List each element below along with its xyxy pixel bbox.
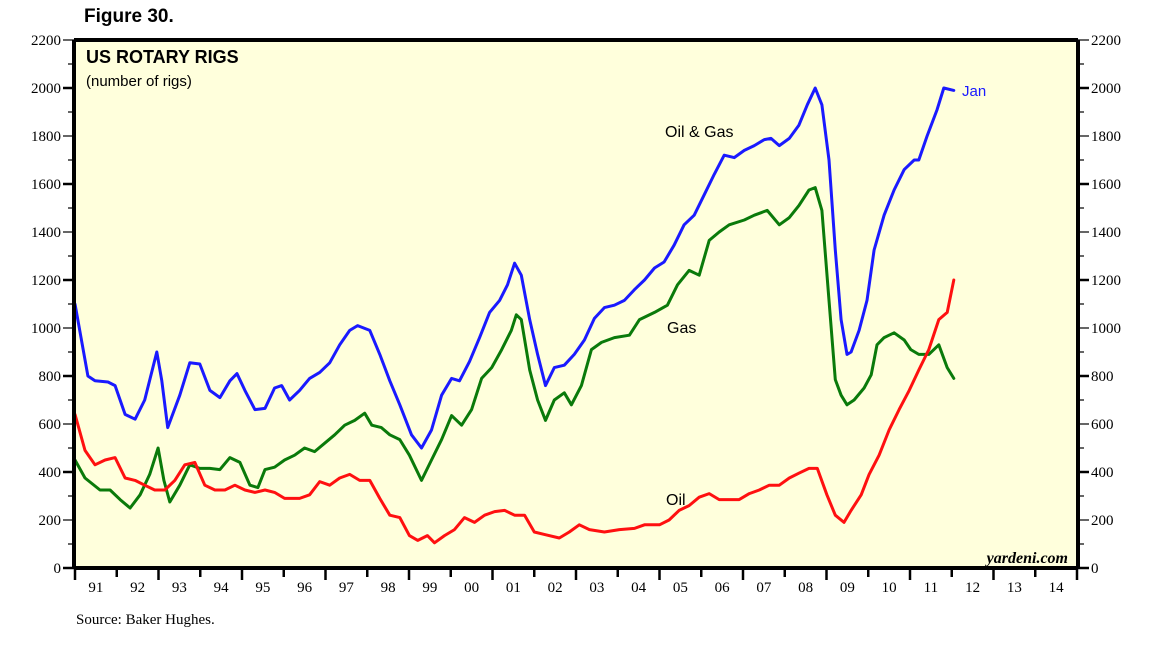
y-tick-label-right: 1800 [1091,129,1121,145]
y-tick-label-right: 1600 [1091,177,1121,193]
plot-frame [72,38,1080,570]
y-tick-label-right: 200 [1091,513,1114,529]
series-label-gas: Gas [667,320,696,337]
x-tick-label: 10 [882,580,897,596]
chart-subtitle: (number of rigs) [86,73,192,90]
series-line-oil-gas [73,86,956,450]
x-tick-label: 03 [589,580,604,596]
y-tick-label-left: 200 [39,513,62,529]
x-tick-label: 12 [965,580,980,596]
y-tick-label-right: 800 [1091,369,1114,385]
y-tick-label-left: 1000 [31,321,61,337]
y-tick-label-left: 1400 [31,225,61,241]
x-tick-label: 92 [130,580,145,596]
y-tick-label-right: 400 [1091,465,1114,481]
x-tick-label: 07 [756,580,772,596]
series-label-oil-gas: Oil & Gas [665,124,733,141]
plot-background [75,40,1077,568]
x-tick-label: 01 [506,580,521,596]
y-tick-label-right: 0 [1091,561,1099,577]
y-tick-label-right: 1000 [1091,321,1121,337]
y-tick-label-left: 2200 [31,33,61,49]
watermark-yardeni: yardeni.com [985,550,1068,567]
x-tick-label: 95 [255,580,270,596]
y-tick-label-left: 600 [39,417,62,433]
chart-title: US ROTARY RIGS [86,47,239,67]
y-tick-label-left: 2000 [31,81,61,97]
y-tick-label-left: 0 [54,561,62,577]
series-line-gas [73,186,956,510]
y-tick-label-right: 2000 [1091,81,1121,97]
x-tick-label: 11 [924,580,938,596]
x-tick-label: 02 [548,580,563,596]
y-tick-label-right: 2200 [1091,33,1121,49]
y-tick-label-left: 1200 [31,273,61,289]
x-tick-label: 08 [798,580,813,596]
figure-label: Figure 30. [84,6,174,27]
series-label-oil: Oil [666,492,686,509]
y-tick-label-left: 1600 [31,177,61,193]
series-lines [73,86,956,545]
y-tick-label-right: 1200 [1091,273,1121,289]
y-tick-label-left: 1800 [31,129,61,145]
y-tick-label-right: 1400 [1091,225,1121,241]
x-tick-label: 91 [88,580,103,596]
source-note: Source: Baker Hughes. [76,612,215,628]
x-tick-label: 99 [422,580,437,596]
x-tick-label: 94 [214,580,230,596]
x-tick-label: 13 [1007,580,1022,596]
series-line-oil [73,278,956,545]
y-tick-label-left: 800 [39,369,62,385]
y-tick-label-left: 400 [39,465,62,481]
x-tick-label: 14 [1049,580,1065,596]
end-label-jan: Jan [962,83,986,100]
x-tick-label: 05 [673,580,688,596]
x-tick-label: 98 [381,580,396,596]
x-tick-label: 06 [715,580,731,596]
x-tick-label: 93 [172,580,187,596]
x-tick-label: 96 [297,580,313,596]
x-tick-label: 00 [464,580,479,596]
x-tick-label: 04 [631,580,647,596]
y-tick-label-right: 600 [1091,417,1114,433]
x-tick-label: 09 [840,580,855,596]
x-tick-label: 97 [339,580,355,596]
